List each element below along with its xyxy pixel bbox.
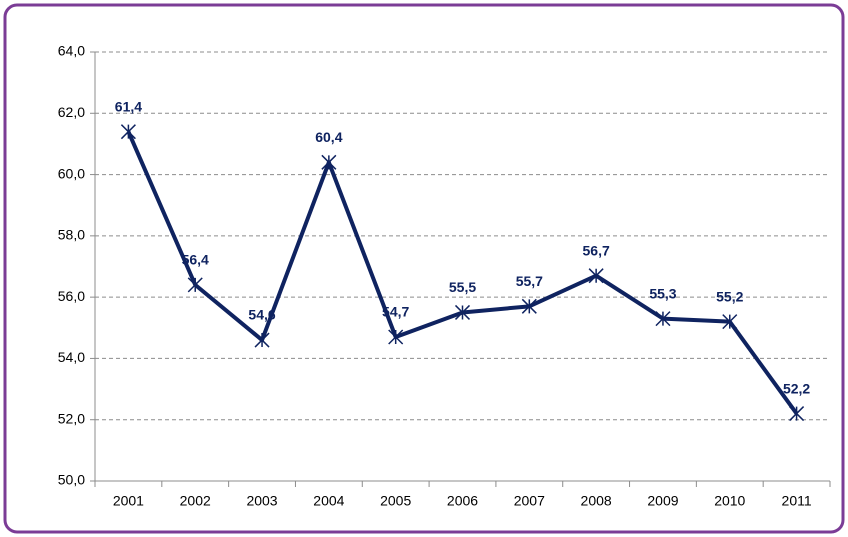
data-label: 60,4 — [315, 129, 342, 145]
x-tick-label: 2005 — [380, 493, 411, 509]
x-tick-label: 2009 — [647, 493, 678, 509]
marker — [789, 406, 805, 422]
y-tick-label: 60,0 — [58, 165, 85, 181]
data-label: 55,2 — [716, 288, 743, 304]
marker — [722, 314, 738, 330]
data-label: 52,2 — [783, 380, 810, 396]
x-tick-label: 2010 — [714, 493, 745, 509]
y-tick-label: 56,0 — [58, 288, 85, 304]
x-tick-label: 2008 — [581, 493, 612, 509]
marker — [120, 124, 136, 140]
y-tick-label: 62,0 — [58, 104, 85, 120]
marker — [187, 277, 203, 293]
x-tick-label: 2007 — [514, 493, 545, 509]
data-label: 56,4 — [182, 252, 209, 268]
marker — [521, 298, 537, 314]
marker — [655, 311, 671, 327]
data-label: 54,7 — [382, 304, 409, 320]
data-label: 55,3 — [649, 285, 676, 301]
data-label: 56,7 — [583, 242, 610, 258]
data-label: 55,5 — [449, 279, 476, 295]
marker — [321, 154, 337, 170]
y-tick-label: 58,0 — [58, 227, 85, 243]
x-tick-label: 2001 — [113, 493, 144, 509]
marker — [588, 268, 604, 284]
marker — [254, 332, 270, 348]
chart-frame — [3, 3, 845, 534]
x-tick-label: 2004 — [313, 493, 344, 509]
x-tick-label: 2003 — [246, 493, 277, 509]
y-tick-label: 52,0 — [58, 410, 85, 426]
marker — [454, 304, 471, 320]
data-label: 54,6 — [248, 307, 275, 323]
x-tick-label: 2011 — [782, 493, 812, 509]
y-tick-label: 64,0 — [58, 43, 85, 59]
x-tick-label: 2006 — [447, 493, 478, 509]
marker — [388, 329, 404, 345]
y-tick-label: 50,0 — [58, 472, 85, 488]
x-tick-label: 2002 — [180, 493, 211, 509]
data-label: 55,7 — [516, 273, 543, 289]
y-tick-label: 54,0 — [58, 349, 85, 365]
data-label: 61,4 — [115, 98, 142, 114]
